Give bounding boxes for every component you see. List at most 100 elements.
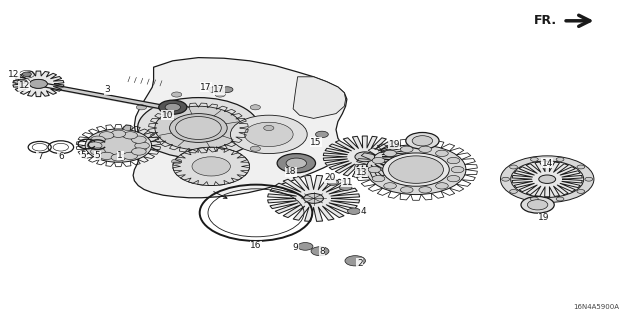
Circle shape <box>585 177 593 181</box>
Circle shape <box>577 165 585 169</box>
Circle shape <box>451 166 464 173</box>
Circle shape <box>502 177 509 181</box>
Text: 20: 20 <box>324 173 336 182</box>
Circle shape <box>384 183 396 189</box>
Text: FR.: FR. <box>534 14 557 27</box>
Circle shape <box>298 243 313 250</box>
Circle shape <box>286 158 307 168</box>
Circle shape <box>155 106 242 150</box>
Circle shape <box>172 159 182 164</box>
Polygon shape <box>323 136 406 178</box>
Circle shape <box>172 92 182 97</box>
Text: 11: 11 <box>342 178 353 187</box>
Circle shape <box>556 197 564 201</box>
Circle shape <box>29 79 47 88</box>
Text: 16: 16 <box>250 241 262 250</box>
Text: 16N4A5900A: 16N4A5900A <box>573 304 620 310</box>
Text: 6: 6 <box>58 152 63 161</box>
Polygon shape <box>293 77 346 118</box>
Circle shape <box>170 114 227 142</box>
Circle shape <box>327 180 339 185</box>
Circle shape <box>436 183 448 189</box>
Circle shape <box>556 157 564 161</box>
Circle shape <box>111 154 125 161</box>
Circle shape <box>244 122 293 147</box>
Circle shape <box>99 152 114 159</box>
Text: 1: 1 <box>118 151 123 160</box>
Circle shape <box>175 116 221 140</box>
Text: 13: 13 <box>356 168 367 177</box>
Polygon shape <box>268 175 360 221</box>
Text: 12: 12 <box>19 81 30 90</box>
Text: 3: 3 <box>105 85 110 94</box>
Circle shape <box>123 125 133 131</box>
Text: 12: 12 <box>8 70 20 79</box>
Circle shape <box>436 150 448 156</box>
Text: 5: 5 <box>95 151 100 160</box>
Circle shape <box>85 129 152 162</box>
Text: 8: 8 <box>319 247 324 256</box>
Circle shape <box>165 103 180 111</box>
Text: 15: 15 <box>310 138 322 147</box>
Text: 17: 17 <box>213 85 225 94</box>
Text: 10: 10 <box>162 111 173 120</box>
Circle shape <box>531 197 538 201</box>
Circle shape <box>447 175 460 182</box>
Circle shape <box>539 175 556 183</box>
Polygon shape <box>512 162 582 197</box>
Circle shape <box>500 156 594 203</box>
Circle shape <box>401 187 413 193</box>
Circle shape <box>531 157 538 161</box>
Polygon shape <box>13 71 64 97</box>
Circle shape <box>277 154 316 173</box>
Text: 2: 2 <box>357 259 362 268</box>
Circle shape <box>104 139 132 153</box>
Circle shape <box>159 100 187 114</box>
Circle shape <box>88 142 102 149</box>
Circle shape <box>527 200 548 210</box>
Text: 17: 17 <box>200 83 212 92</box>
Circle shape <box>99 132 114 139</box>
Circle shape <box>132 136 146 143</box>
Circle shape <box>345 256 365 266</box>
Circle shape <box>195 158 228 175</box>
Circle shape <box>138 98 259 158</box>
Circle shape <box>511 161 584 197</box>
Circle shape <box>123 152 138 159</box>
Circle shape <box>355 152 374 162</box>
Circle shape <box>91 136 105 143</box>
Circle shape <box>401 146 413 153</box>
Circle shape <box>366 145 466 195</box>
Circle shape <box>215 92 225 97</box>
Text: 14: 14 <box>541 159 553 168</box>
Circle shape <box>521 196 554 213</box>
Circle shape <box>136 146 147 151</box>
Circle shape <box>372 157 385 164</box>
Circle shape <box>406 132 439 149</box>
Circle shape <box>419 187 431 193</box>
Circle shape <box>91 148 105 155</box>
Circle shape <box>316 131 328 138</box>
Circle shape <box>18 79 27 84</box>
Text: 7: 7 <box>37 152 42 161</box>
Circle shape <box>311 247 329 256</box>
Circle shape <box>388 156 444 183</box>
Circle shape <box>577 189 585 193</box>
Circle shape <box>250 146 260 151</box>
Circle shape <box>111 130 125 137</box>
Circle shape <box>192 157 230 176</box>
Circle shape <box>123 132 138 139</box>
Circle shape <box>264 125 274 131</box>
Text: 9: 9 <box>293 244 298 252</box>
Circle shape <box>383 153 449 186</box>
Circle shape <box>509 165 517 169</box>
Circle shape <box>135 142 149 149</box>
Circle shape <box>221 87 233 92</box>
Circle shape <box>173 147 250 186</box>
Circle shape <box>230 115 307 154</box>
Text: 19: 19 <box>388 140 400 148</box>
Circle shape <box>132 148 146 155</box>
Circle shape <box>372 175 385 182</box>
Circle shape <box>250 105 260 110</box>
Circle shape <box>348 208 360 214</box>
